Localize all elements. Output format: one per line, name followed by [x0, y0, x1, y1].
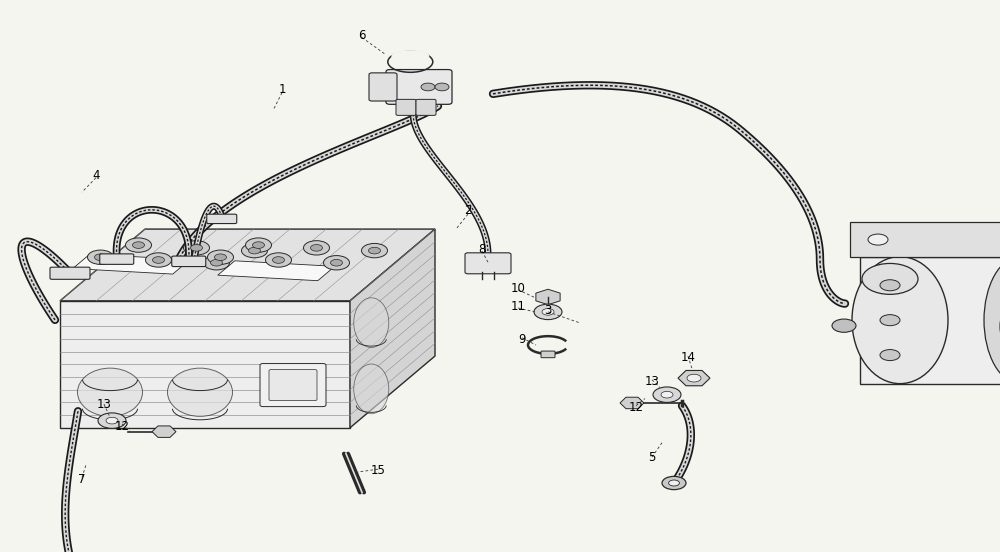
Circle shape: [204, 256, 230, 270]
Text: 12: 12: [114, 420, 130, 433]
Ellipse shape: [391, 50, 429, 62]
Text: 10: 10: [511, 282, 525, 295]
Circle shape: [669, 480, 679, 486]
FancyBboxPatch shape: [396, 99, 416, 115]
Circle shape: [211, 259, 223, 266]
Circle shape: [214, 254, 226, 261]
Circle shape: [208, 250, 234, 264]
Circle shape: [190, 245, 202, 251]
FancyBboxPatch shape: [50, 267, 90, 279]
Ellipse shape: [852, 257, 948, 384]
Circle shape: [542, 309, 554, 315]
Text: 9: 9: [518, 333, 526, 346]
Text: 13: 13: [97, 397, 111, 411]
Circle shape: [242, 243, 268, 258]
Polygon shape: [850, 222, 1000, 257]
Text: 5: 5: [648, 450, 656, 464]
FancyBboxPatch shape: [100, 254, 134, 264]
Text: 13: 13: [645, 375, 659, 389]
Text: 15: 15: [371, 464, 385, 477]
FancyBboxPatch shape: [386, 70, 452, 104]
FancyBboxPatch shape: [260, 364, 326, 407]
Polygon shape: [73, 254, 190, 274]
Circle shape: [252, 242, 264, 248]
Ellipse shape: [168, 368, 232, 416]
Circle shape: [880, 349, 900, 360]
FancyBboxPatch shape: [269, 370, 317, 401]
Circle shape: [94, 254, 106, 261]
Circle shape: [862, 263, 918, 294]
Circle shape: [330, 259, 342, 266]
Text: 4: 4: [92, 169, 100, 182]
Circle shape: [88, 250, 113, 264]
Circle shape: [421, 83, 435, 91]
Circle shape: [304, 241, 330, 255]
Circle shape: [534, 304, 562, 320]
Circle shape: [145, 253, 172, 267]
Circle shape: [132, 242, 144, 248]
Text: 6: 6: [358, 29, 366, 43]
Text: 3: 3: [544, 304, 552, 317]
FancyBboxPatch shape: [465, 253, 511, 274]
Circle shape: [661, 391, 673, 398]
FancyBboxPatch shape: [541, 351, 555, 358]
Polygon shape: [218, 261, 335, 280]
Circle shape: [324, 256, 350, 270]
Polygon shape: [350, 229, 435, 428]
Circle shape: [98, 413, 126, 428]
Circle shape: [152, 257, 164, 263]
Text: 2: 2: [464, 204, 472, 217]
Circle shape: [880, 280, 900, 291]
Text: 12: 12: [629, 401, 644, 414]
Circle shape: [126, 238, 152, 252]
Circle shape: [662, 476, 686, 490]
FancyBboxPatch shape: [369, 73, 397, 101]
Circle shape: [265, 253, 291, 267]
Ellipse shape: [984, 257, 1000, 384]
Circle shape: [653, 387, 681, 402]
Text: 1: 1: [278, 83, 286, 96]
Text: 7: 7: [78, 473, 86, 486]
Circle shape: [184, 241, 210, 255]
Circle shape: [246, 238, 272, 252]
Polygon shape: [60, 301, 350, 428]
Circle shape: [687, 374, 701, 382]
Polygon shape: [860, 257, 1000, 384]
Circle shape: [248, 247, 260, 254]
FancyBboxPatch shape: [207, 214, 237, 224]
Text: 11: 11: [511, 300, 526, 313]
Circle shape: [832, 319, 856, 332]
FancyBboxPatch shape: [416, 99, 436, 115]
Circle shape: [435, 83, 449, 91]
Text: 14: 14: [680, 351, 696, 364]
FancyBboxPatch shape: [172, 256, 206, 267]
Text: 8: 8: [478, 243, 486, 256]
Ellipse shape: [78, 368, 143, 416]
Circle shape: [310, 245, 322, 251]
Circle shape: [368, 247, 380, 254]
Circle shape: [272, 257, 284, 263]
Circle shape: [106, 417, 118, 424]
Circle shape: [880, 315, 900, 326]
Circle shape: [868, 234, 888, 245]
Circle shape: [362, 243, 388, 258]
Ellipse shape: [354, 364, 389, 414]
Polygon shape: [60, 229, 435, 301]
Ellipse shape: [354, 298, 389, 348]
